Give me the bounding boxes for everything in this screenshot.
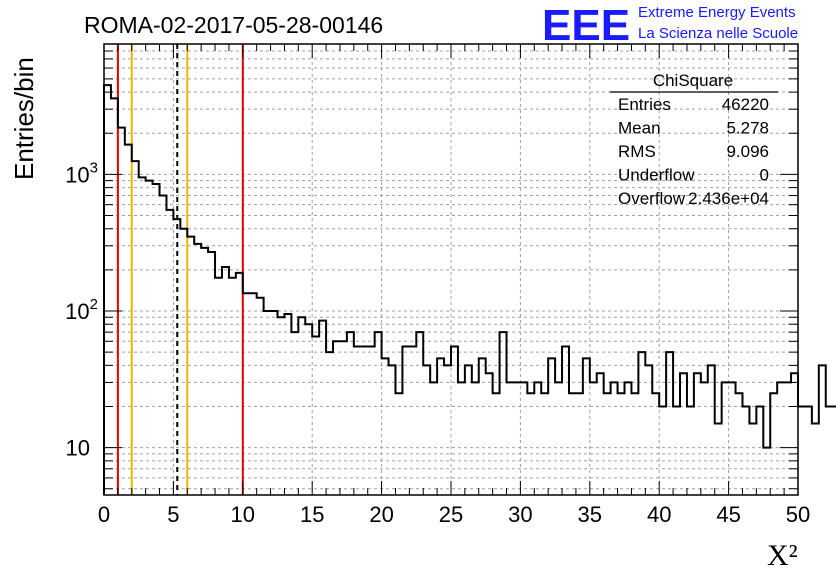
x-tick-label: 0	[98, 502, 110, 527]
x-tick-label: 50	[786, 502, 810, 527]
stats-value: 2.436e+04	[688, 189, 769, 208]
x-tick-label: 30	[508, 502, 532, 527]
y-tick-label: 10	[66, 436, 90, 461]
stats-label: Overflow	[618, 189, 686, 208]
logo-line1: Extreme Energy Events	[638, 4, 796, 21]
y-axis-label: Entries/bin	[9, 57, 39, 180]
histogram-line	[103, 84, 836, 495]
x-tick-label: 35	[578, 502, 602, 527]
x-tick-label: 20	[369, 502, 393, 527]
stats-value: 5.278	[726, 119, 769, 138]
chart-title: ROMA-02-2017-05-28-00146	[84, 12, 383, 38]
grid	[104, 43, 798, 495]
x-tick-label: 10	[231, 502, 255, 527]
plot-frame	[103, 43, 799, 496]
stats-box: ChiSquare Entries 46220 Mean 5.278 RMS 9.096 U…	[610, 71, 778, 208]
stats-label: Entries	[618, 95, 671, 114]
stats-header: ChiSquare	[653, 71, 733, 90]
stats-value: 46220	[722, 95, 769, 114]
logo-line2: La Scienza nelle Scuole	[638, 25, 798, 42]
y-tick-label: 102	[65, 296, 98, 324]
tick-labels: 0 5 10 15 20 25 30 35 40 45 50 10 102 103	[65, 159, 810, 527]
stats-label: RMS	[618, 142, 656, 161]
x-tick-label: 25	[439, 502, 463, 527]
plot-border	[103, 43, 799, 496]
histogram-series	[103, 84, 836, 495]
x-tick-label: 45	[716, 502, 740, 527]
stats-value: 9.096	[726, 142, 769, 161]
stats-rows: Entries 46220 Mean 5.278 RMS 9.096 Underflow 0 O…	[618, 95, 769, 208]
x-tick-label: 5	[167, 502, 179, 527]
stats-label: Underflow	[618, 166, 695, 185]
logo-mark: EEE	[542, 1, 630, 50]
eee-logo: EEE Extreme Energy Events La Scienza nel…	[542, 1, 798, 50]
x-tick-label: 40	[647, 502, 671, 527]
y-tick-label: 103	[65, 159, 98, 187]
x-axis-label: X²	[767, 539, 798, 572]
stats-label: Mean	[618, 119, 661, 138]
x-tick-label: 15	[300, 502, 324, 527]
stats-value: 0	[760, 166, 769, 185]
